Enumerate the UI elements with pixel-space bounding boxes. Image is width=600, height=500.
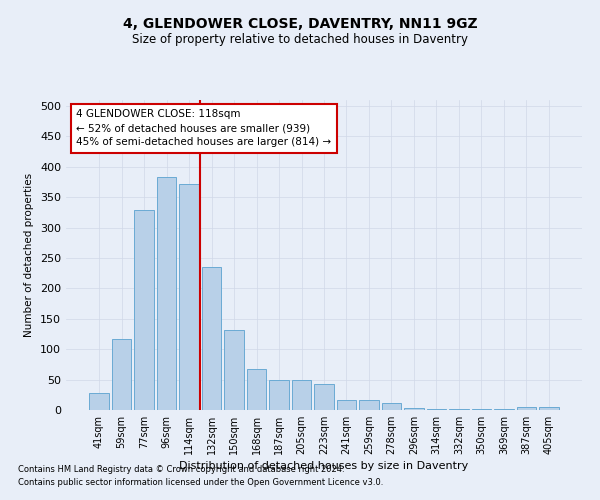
Bar [404,408,424,410]
Bar [179,184,199,410]
Bar [202,266,221,410]
Bar [382,404,401,410]
Text: 4, GLENDOWER CLOSE, DAVENTRY, NN11 9GZ: 4, GLENDOWER CLOSE, DAVENTRY, NN11 9GZ [122,18,478,32]
X-axis label: Distribution of detached houses by size in Daventry: Distribution of detached houses by size … [179,461,469,471]
Bar [517,407,536,410]
Bar [427,409,446,410]
Bar [314,384,334,410]
Bar [539,407,559,410]
Bar [269,380,289,410]
Bar [112,340,131,410]
Text: Contains HM Land Registry data © Crown copyright and database right 2024.: Contains HM Land Registry data © Crown c… [18,466,344,474]
Bar [247,368,266,410]
Bar [157,177,176,410]
Bar [359,400,379,410]
Bar [224,330,244,410]
Y-axis label: Number of detached properties: Number of detached properties [25,173,34,337]
Text: Size of property relative to detached houses in Daventry: Size of property relative to detached ho… [132,32,468,46]
Bar [134,210,154,410]
Bar [337,400,356,410]
Bar [292,380,311,410]
Text: Contains public sector information licensed under the Open Government Licence v3: Contains public sector information licen… [18,478,383,487]
Text: 4 GLENDOWER CLOSE: 118sqm
← 52% of detached houses are smaller (939)
45% of semi: 4 GLENDOWER CLOSE: 118sqm ← 52% of detac… [76,110,331,148]
Bar [89,393,109,410]
